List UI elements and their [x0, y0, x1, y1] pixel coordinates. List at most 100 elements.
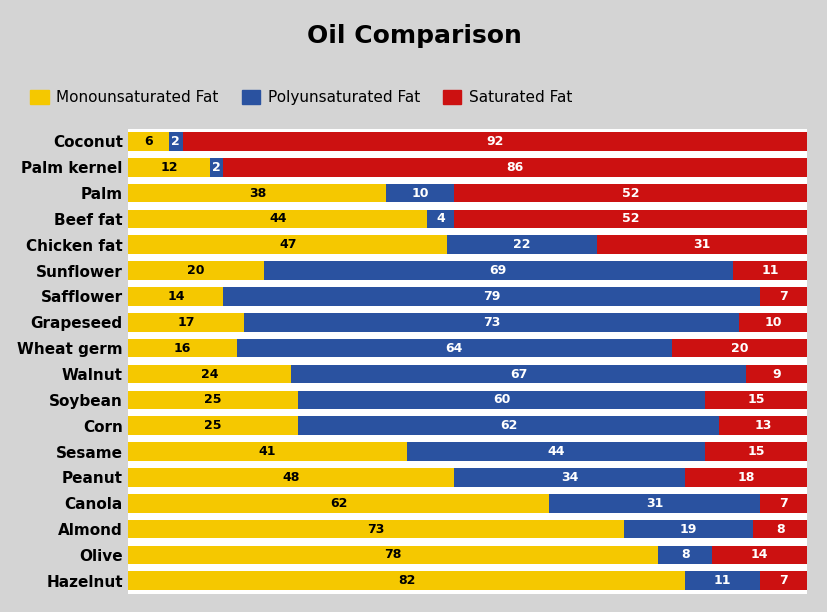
Text: 31: 31 [645, 497, 662, 510]
Text: 4: 4 [436, 212, 444, 225]
Bar [718, 416, 806, 435]
Text: 25: 25 [204, 394, 222, 406]
Bar [128, 184, 386, 203]
Bar [657, 545, 711, 564]
Bar [128, 520, 624, 539]
Bar [671, 339, 806, 357]
Text: 47: 47 [279, 238, 296, 252]
Text: 92: 92 [485, 135, 503, 148]
Text: 79: 79 [482, 290, 500, 303]
Bar [732, 261, 806, 280]
Text: 44: 44 [547, 445, 564, 458]
Text: 9: 9 [772, 367, 780, 381]
Bar [128, 494, 548, 512]
Text: 34: 34 [561, 471, 577, 484]
Text: 31: 31 [692, 238, 710, 252]
Text: 11: 11 [760, 264, 777, 277]
Text: 67: 67 [509, 367, 527, 381]
Text: 86: 86 [506, 161, 523, 174]
Bar [454, 468, 684, 487]
Text: 44: 44 [269, 212, 286, 225]
Text: 17: 17 [177, 316, 194, 329]
Text: 7: 7 [778, 290, 787, 303]
Text: 73: 73 [482, 316, 500, 329]
Text: Oil Comparison: Oil Comparison [306, 24, 521, 48]
Bar [128, 468, 454, 487]
Bar [128, 442, 406, 461]
Text: 10: 10 [411, 187, 428, 200]
Bar [128, 365, 291, 383]
Bar [684, 572, 759, 590]
Bar [128, 416, 298, 435]
Bar [759, 287, 806, 306]
Bar [454, 184, 806, 203]
Bar [128, 572, 684, 590]
Bar [128, 313, 243, 332]
Bar [183, 132, 806, 151]
Text: 8: 8 [775, 523, 783, 536]
Text: 2: 2 [171, 135, 180, 148]
Text: 52: 52 [621, 212, 638, 225]
Text: 64: 64 [445, 341, 462, 355]
Text: 82: 82 [398, 574, 415, 588]
Bar [745, 365, 806, 383]
Text: 62: 62 [500, 419, 517, 432]
Text: 69: 69 [489, 264, 506, 277]
Bar [128, 236, 447, 254]
Bar [711, 545, 806, 564]
Bar [298, 416, 718, 435]
Bar [291, 365, 745, 383]
Bar [739, 313, 806, 332]
Bar [447, 236, 596, 254]
Bar [752, 520, 806, 539]
Bar [454, 210, 806, 228]
Text: 12: 12 [160, 161, 178, 174]
Text: 8: 8 [680, 548, 689, 561]
Bar [128, 390, 298, 409]
Bar [427, 210, 454, 228]
Bar [169, 132, 183, 151]
Bar [128, 545, 657, 564]
Text: 20: 20 [187, 264, 205, 277]
Bar [705, 390, 806, 409]
Text: 73: 73 [367, 523, 385, 536]
Text: 60: 60 [493, 394, 509, 406]
Bar [128, 339, 237, 357]
Text: 16: 16 [174, 341, 191, 355]
Text: 41: 41 [259, 445, 276, 458]
Bar [705, 442, 806, 461]
Text: 14: 14 [750, 548, 767, 561]
Bar [128, 210, 427, 228]
Bar [237, 339, 671, 357]
Bar [128, 132, 169, 151]
Text: 14: 14 [167, 290, 184, 303]
Bar [243, 313, 739, 332]
Text: 7: 7 [778, 497, 787, 510]
Bar [759, 572, 806, 590]
Text: 11: 11 [713, 574, 730, 588]
Text: 7: 7 [778, 574, 787, 588]
Bar [548, 494, 759, 512]
Bar [759, 494, 806, 512]
Legend: Monounsaturated Fat, Polyunsaturated Fat, Saturated Fat: Monounsaturated Fat, Polyunsaturated Fat… [24, 84, 577, 111]
Text: 52: 52 [621, 187, 638, 200]
Text: 62: 62 [330, 497, 347, 510]
Bar [223, 158, 806, 177]
Bar [209, 158, 223, 177]
Bar [128, 158, 209, 177]
Bar [624, 520, 752, 539]
Bar [406, 442, 705, 461]
Text: 15: 15 [747, 445, 764, 458]
Text: 10: 10 [763, 316, 782, 329]
Text: 15: 15 [747, 394, 764, 406]
Bar [264, 261, 732, 280]
Text: 13: 13 [753, 419, 771, 432]
Text: 38: 38 [248, 187, 265, 200]
Text: 22: 22 [513, 238, 530, 252]
Text: 6: 6 [144, 135, 153, 148]
Bar [128, 261, 264, 280]
Bar [128, 287, 223, 306]
Text: 78: 78 [384, 548, 401, 561]
Text: 48: 48 [282, 471, 299, 484]
Text: 24: 24 [201, 367, 218, 381]
